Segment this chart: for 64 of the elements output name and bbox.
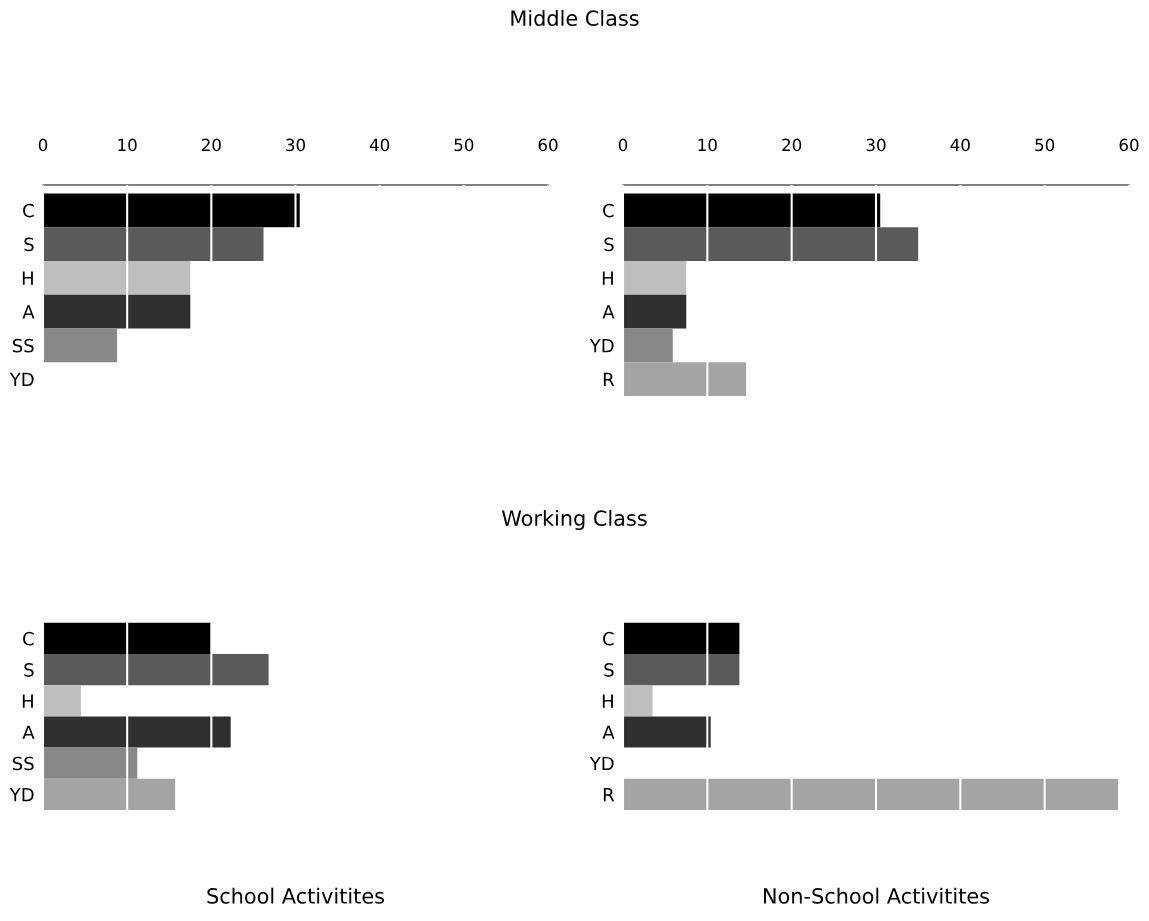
bar: [623, 294, 687, 329]
bar: [623, 260, 687, 295]
y-tick-label: H: [22, 694, 33, 708]
y-tick-label: A: [22, 725, 35, 739]
y-tick-label: C: [603, 631, 614, 646]
y-tick-label: S: [604, 663, 614, 677]
y-tick-label: YD: [589, 756, 614, 771]
x-tick-label: 60: [538, 138, 558, 152]
bar: [623, 328, 673, 363]
bar: [43, 716, 231, 748]
bar: [623, 227, 919, 261]
x-tick-label: 50: [454, 138, 474, 152]
x-tick-label: 20: [782, 138, 802, 152]
y-tick-label: YD: [589, 339, 614, 353]
y-tick-label: H: [22, 271, 33, 285]
bar: [43, 294, 191, 329]
x-tick-label: 20: [201, 138, 221, 152]
y-tick-label: S: [604, 237, 614, 252]
bar: [43, 622, 212, 654]
x-tick-label: 0: [38, 138, 48, 152]
x-tick-label: 10: [698, 138, 717, 152]
bar: [623, 685, 653, 717]
y-tick-label: A: [602, 305, 615, 319]
text: Working Class: [502, 509, 647, 531]
bar: [623, 716, 711, 748]
bar: [43, 260, 191, 295]
x-tick-label: 30: [866, 138, 886, 152]
y-tick-label: SS: [12, 756, 34, 771]
x-axis-title: School Activitites: [207, 887, 384, 904]
y-tick-label: YD: [9, 788, 34, 802]
x-axis-title: Non-School Activitites: [764, 887, 990, 904]
y-tick-label: H: [602, 271, 613, 285]
y-tick-label: SS: [12, 338, 34, 353]
x-tick-label: 50: [1035, 138, 1055, 152]
y-tick-label: A: [22, 305, 35, 319]
bar: [43, 328, 118, 363]
text: Middle Class: [511, 9, 639, 27]
bar: [43, 654, 269, 686]
x-tick-label: 30: [286, 138, 305, 152]
y-tick-label: R: [603, 788, 615, 802]
y-tick-label: A: [602, 725, 615, 739]
y-tick-label: S: [24, 663, 34, 677]
y-tick-label: C: [603, 203, 614, 218]
bar: [43, 685, 81, 717]
x-tick-label: 0: [618, 138, 628, 152]
y-tick-label: C: [23, 203, 34, 218]
x-tick-label: 40: [369, 138, 390, 152]
x-tick-label: 10: [118, 138, 137, 152]
x-tick-label: 40: [950, 138, 970, 152]
y-tick-label: C: [23, 631, 34, 646]
bar: [623, 193, 881, 228]
bar: [43, 227, 264, 261]
bar: [623, 622, 740, 654]
bar: [623, 362, 747, 396]
bar: [43, 778, 176, 810]
y-tick-label: R: [603, 372, 615, 386]
y-tick-label: S: [24, 237, 34, 252]
bar: [43, 747, 138, 779]
y-tick-label: H: [602, 694, 613, 708]
x-tick-label: 60: [1119, 138, 1139, 152]
bar: [623, 778, 1119, 810]
y-tick-label: YD: [9, 372, 34, 386]
bar: [43, 193, 300, 228]
bar: [623, 654, 740, 686]
